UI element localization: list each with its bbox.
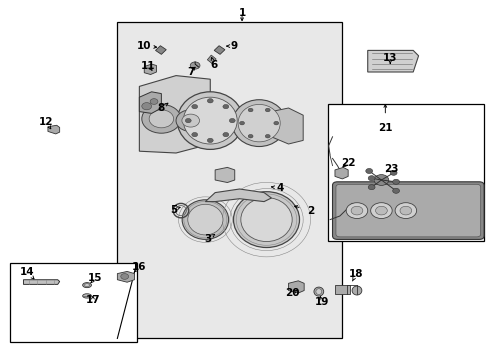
Polygon shape: [144, 64, 156, 75]
Circle shape: [399, 206, 411, 215]
Ellipse shape: [183, 97, 237, 144]
Circle shape: [394, 203, 416, 219]
Circle shape: [142, 103, 151, 110]
Ellipse shape: [241, 198, 292, 242]
Circle shape: [373, 175, 388, 185]
Circle shape: [229, 118, 235, 123]
Text: 1: 1: [238, 8, 245, 18]
Text: 7: 7: [186, 67, 194, 77]
Ellipse shape: [233, 192, 299, 248]
FancyBboxPatch shape: [332, 182, 483, 239]
Polygon shape: [23, 280, 60, 284]
Circle shape: [149, 110, 173, 128]
Polygon shape: [207, 55, 216, 64]
Text: 19: 19: [314, 297, 328, 307]
Text: 6: 6: [210, 60, 217, 70]
Ellipse shape: [232, 100, 285, 147]
Circle shape: [223, 132, 228, 137]
Text: 8: 8: [158, 103, 164, 113]
Circle shape: [239, 121, 244, 125]
Polygon shape: [205, 189, 271, 202]
Circle shape: [121, 274, 128, 279]
Polygon shape: [214, 46, 224, 54]
Polygon shape: [271, 108, 303, 144]
Text: 13: 13: [382, 53, 397, 63]
Polygon shape: [139, 76, 210, 153]
Circle shape: [248, 108, 253, 112]
Text: 17: 17: [85, 294, 100, 305]
Polygon shape: [288, 281, 304, 293]
Ellipse shape: [351, 286, 361, 295]
Text: 16: 16: [132, 262, 146, 272]
Circle shape: [207, 138, 213, 143]
Circle shape: [185, 118, 191, 123]
Text: 10: 10: [137, 41, 151, 51]
Polygon shape: [334, 167, 347, 179]
Polygon shape: [48, 125, 60, 134]
Circle shape: [264, 134, 269, 138]
Text: 2: 2: [306, 206, 313, 216]
Polygon shape: [139, 92, 161, 113]
Ellipse shape: [177, 92, 243, 149]
Text: 4: 4: [276, 183, 284, 193]
Polygon shape: [155, 46, 166, 54]
FancyBboxPatch shape: [335, 184, 480, 237]
Text: 20: 20: [285, 288, 299, 298]
Bar: [334, 285, 349, 294]
Circle shape: [223, 104, 228, 109]
Circle shape: [182, 114, 199, 127]
Circle shape: [350, 206, 362, 215]
Text: 15: 15: [88, 273, 102, 283]
Circle shape: [392, 179, 399, 184]
Circle shape: [190, 62, 200, 69]
Bar: [10, 263, 137, 342]
Bar: [327, 104, 483, 241]
Circle shape: [264, 108, 269, 112]
Text: 22: 22: [340, 158, 355, 168]
Polygon shape: [215, 167, 234, 183]
Circle shape: [207, 99, 213, 103]
Ellipse shape: [84, 284, 89, 287]
Circle shape: [346, 203, 367, 219]
Ellipse shape: [315, 289, 321, 294]
Circle shape: [365, 168, 372, 174]
Circle shape: [375, 206, 386, 215]
Polygon shape: [117, 271, 134, 282]
Circle shape: [191, 132, 197, 137]
Polygon shape: [367, 50, 418, 72]
Ellipse shape: [82, 283, 91, 288]
Ellipse shape: [313, 287, 323, 296]
Text: 5: 5: [170, 204, 177, 215]
Circle shape: [367, 185, 374, 190]
Text: 3: 3: [204, 234, 211, 244]
Text: 18: 18: [348, 269, 363, 279]
Text: 11: 11: [141, 60, 155, 71]
Circle shape: [392, 188, 399, 193]
Ellipse shape: [238, 104, 280, 142]
Text: 21: 21: [377, 123, 392, 133]
Text: 23: 23: [383, 164, 398, 174]
Ellipse shape: [187, 204, 223, 235]
Ellipse shape: [182, 200, 228, 239]
Circle shape: [191, 104, 197, 109]
Circle shape: [273, 121, 278, 125]
Bar: [117, 22, 342, 338]
Ellipse shape: [82, 294, 91, 298]
Circle shape: [150, 99, 158, 104]
Circle shape: [176, 110, 205, 131]
Circle shape: [142, 104, 181, 133]
Text: 12: 12: [39, 117, 54, 127]
Circle shape: [370, 203, 391, 219]
Circle shape: [389, 170, 396, 175]
Text: 9: 9: [230, 41, 237, 51]
Circle shape: [247, 134, 253, 138]
Circle shape: [367, 176, 374, 181]
Text: 14: 14: [20, 267, 34, 277]
